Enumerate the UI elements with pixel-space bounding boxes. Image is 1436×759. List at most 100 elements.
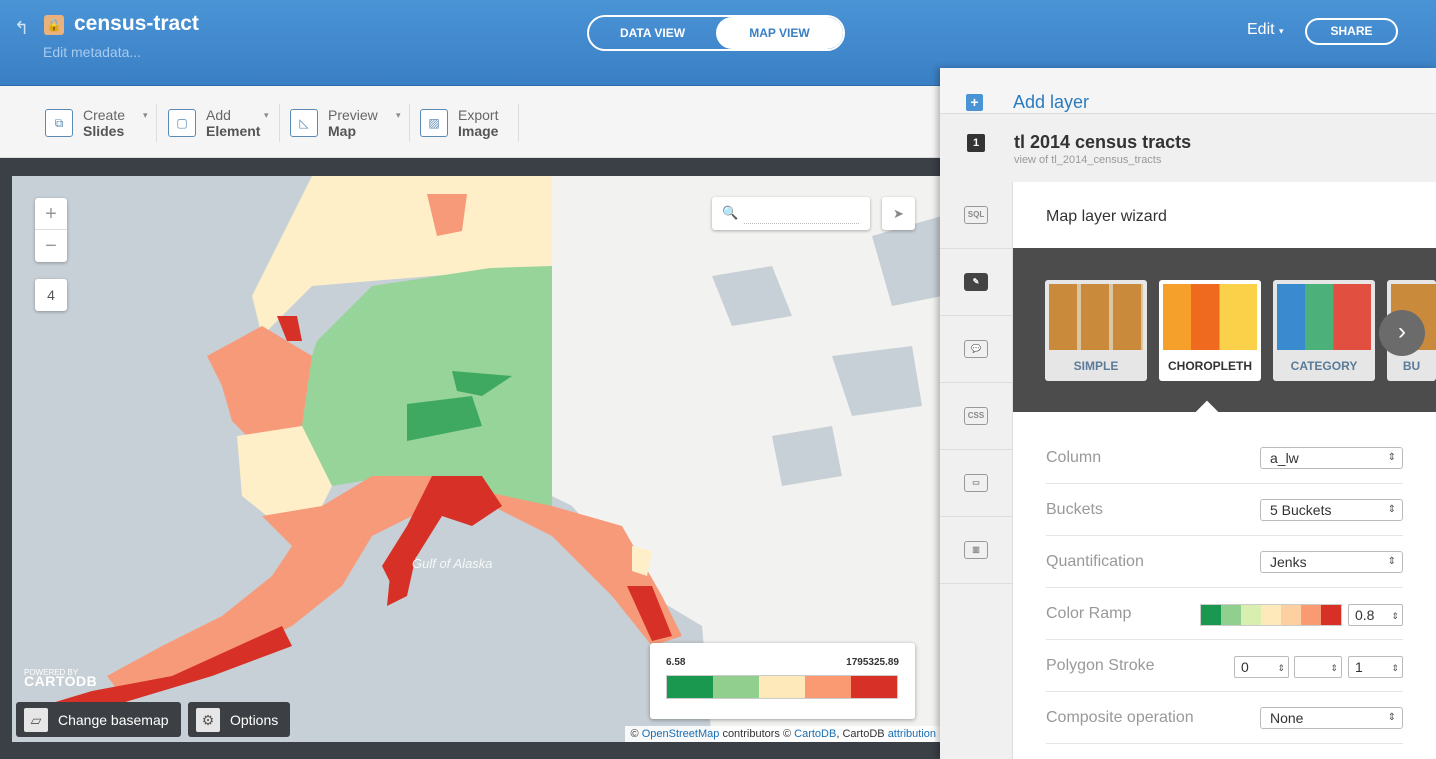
buckets-select[interactable]: 5 Buckets <box>1260 499 1403 521</box>
preview-map-button[interactable]: ◺ Preview Map ▾ <box>290 106 401 140</box>
chevron-down-icon[interactable]: ▾ <box>396 110 401 120</box>
color-ramp-row: Color Ramp 0.8 <box>1046 588 1403 640</box>
layer-number-badge: 1 <box>967 134 985 152</box>
attribution-link[interactable]: attribution <box>887 728 936 740</box>
tab-wizard[interactable]: ✎ <box>940 249 1012 316</box>
layer-panel: + Add layer 1 tl 2014 census tracts view… <box>940 68 1436 759</box>
zoom-out-button[interactable]: − <box>45 235 57 257</box>
cartodb-logo: POWERED BY CARTODB <box>24 668 98 689</box>
data-view-button[interactable]: DATA VIEW <box>619 26 686 40</box>
osm-link[interactable]: OpenStreetMap <box>641 728 720 740</box>
choropleth-thumbnail-icon <box>1163 284 1257 350</box>
attribution-mid: , CartoDB <box>836 728 885 740</box>
lock-icon[interactable]: 🔒 <box>44 15 64 35</box>
legend-swatch <box>759 676 805 698</box>
tab-filters[interactable]: ▥ <box>940 517 1012 584</box>
cartodb-brand: CARTODB <box>24 673 98 689</box>
quantification-label: Quantification <box>1046 553 1144 570</box>
region-dark-green <box>407 371 512 441</box>
basemap-icon: ▱ <box>24 707 48 732</box>
element-icon: ▢ <box>168 109 196 137</box>
chevron-down-icon[interactable]: ▾ <box>264 110 269 120</box>
add-layer-bar[interactable]: + Add layer <box>940 68 1436 114</box>
change-basemap-button[interactable]: ▱ Change basemap <box>16 702 181 737</box>
stroke-color-picker[interactable] <box>1294 656 1342 678</box>
divider <box>409 104 410 142</box>
map-canvas[interactable]: + − 4 🔍 ➤ Gulf of Alaska POWERED BY CART… <box>12 176 942 742</box>
type-simple-label: SIMPLE <box>1073 359 1119 373</box>
ramp-swatch <box>1321 605 1341 625</box>
histogram-icon: ▥ <box>964 541 988 559</box>
edit-menu[interactable]: Edit ▾ <box>1247 21 1284 39</box>
lakes <box>712 216 942 486</box>
options-button[interactable]: ⚙ Options <box>188 702 291 737</box>
visualization-types: SIMPLE CHOROPLETH CATEGORY BU › <box>1013 248 1436 412</box>
column-select[interactable]: a_lw <box>1260 447 1403 469</box>
divider <box>518 104 519 142</box>
view-toggle: DATA VIEW MAP VIEW <box>587 15 845 51</box>
region-southeast-light <box>632 546 652 576</box>
quantification-row: Quantification Jenks <box>1046 536 1403 588</box>
tab-css[interactable]: CSS <box>940 383 1012 450</box>
color-ramp-label: Color Ramp <box>1046 605 1132 622</box>
edit-metadata-link[interactable]: Edit metadata... <box>43 44 142 60</box>
add-label: Add <box>206 107 231 123</box>
export-label: Export <box>458 107 499 123</box>
map-view-button[interactable]: MAP VIEW <box>716 17 843 49</box>
share-button[interactable]: SHARE <box>1305 18 1398 45</box>
search-icon: 🔍 <box>722 205 739 220</box>
type-simple-card[interactable]: SIMPLE <box>1045 280 1147 381</box>
add-layer-link[interactable]: Add layer <box>1013 92 1090 112</box>
layer-header: 1 tl 2014 census tracts view of tl_2014_… <box>940 114 1436 182</box>
color-ramp-picker[interactable] <box>1200 604 1342 626</box>
cartodb-link[interactable]: CartoDB <box>794 728 837 740</box>
polygon-stroke-row: Polygon Stroke 0 1 <box>1046 640 1403 692</box>
layer-name[interactable]: tl 2014 census tracts <box>1014 132 1192 152</box>
attribution-prefix: © <box>630 728 639 740</box>
opacity-stepper[interactable]: 0.8 <box>1348 604 1403 626</box>
ramp-swatch <box>1301 605 1321 625</box>
divider <box>156 104 157 142</box>
layer-source: view of tl_2014_census_tracts <box>1014 154 1162 166</box>
locate-icon[interactable]: ➤ <box>882 197 915 230</box>
region-interior <box>302 266 552 506</box>
stroke-width-stepper[interactable]: 0 <box>1234 656 1289 678</box>
map-label: Map <box>328 123 356 139</box>
tab-sql[interactable]: SQL <box>940 182 1012 249</box>
stroke-opacity-stepper[interactable]: 1 <box>1348 656 1403 678</box>
create-slides-button[interactable]: ⧉ Create Slides ▾ <box>45 106 148 140</box>
css-icon: CSS <box>964 407 988 425</box>
tab-more[interactable]: ● <box>940 584 1012 759</box>
quantification-select[interactable]: Jenks <box>1260 551 1403 573</box>
back-arrow-icon[interactable]: ↰ <box>14 18 30 38</box>
chevron-down-icon[interactable]: ▾ <box>143 110 148 120</box>
element-label: Element <box>206 123 261 139</box>
add-element-button[interactable]: ▢ Add Element ▾ <box>168 106 269 140</box>
map-search-input[interactable]: 🔍 <box>712 197 870 230</box>
legend-color-bar <box>666 675 898 699</box>
map-toolbar: ⧉ Create Slides ▾ ▢ Add Element ▾ ◺ Previe… <box>0 86 942 158</box>
export-image-button[interactable]: ▨ Export Image <box>420 106 498 140</box>
composite-label: Composite operation <box>1046 709 1194 726</box>
type-category-card[interactable]: CATEGORY <box>1273 280 1375 381</box>
wizard-title: Map layer wizard <box>1046 208 1167 225</box>
tab-legend[interactable]: ▭ <box>940 450 1012 517</box>
region-west <box>207 326 312 446</box>
ramp-swatch <box>1281 605 1301 625</box>
table-title[interactable]: census-tract <box>74 12 199 35</box>
zoom-control: + − <box>35 198 67 262</box>
composite-select[interactable]: None <box>1260 707 1403 729</box>
region-red-spot <box>277 316 302 341</box>
tab-infowindow[interactable]: 💬 <box>940 316 1012 383</box>
region-aleutians <box>42 626 292 711</box>
region-barrow <box>427 194 467 236</box>
chevron-right-icon[interactable]: › <box>1379 310 1425 356</box>
type-choropleth-card[interactable]: CHOROPLETH <box>1159 280 1261 381</box>
zoom-in-button[interactable]: + <box>35 198 67 230</box>
column-label: Column <box>1046 449 1102 466</box>
buckets-row: Buckets 5 Buckets <box>1046 484 1403 536</box>
preview-label: Preview <box>328 107 378 123</box>
sql-icon: SQL <box>964 206 988 224</box>
region-north <box>252 176 552 336</box>
layer-tabs: SQL ✎ 💬 CSS ▭ ▥ ● <box>940 182 1013 759</box>
